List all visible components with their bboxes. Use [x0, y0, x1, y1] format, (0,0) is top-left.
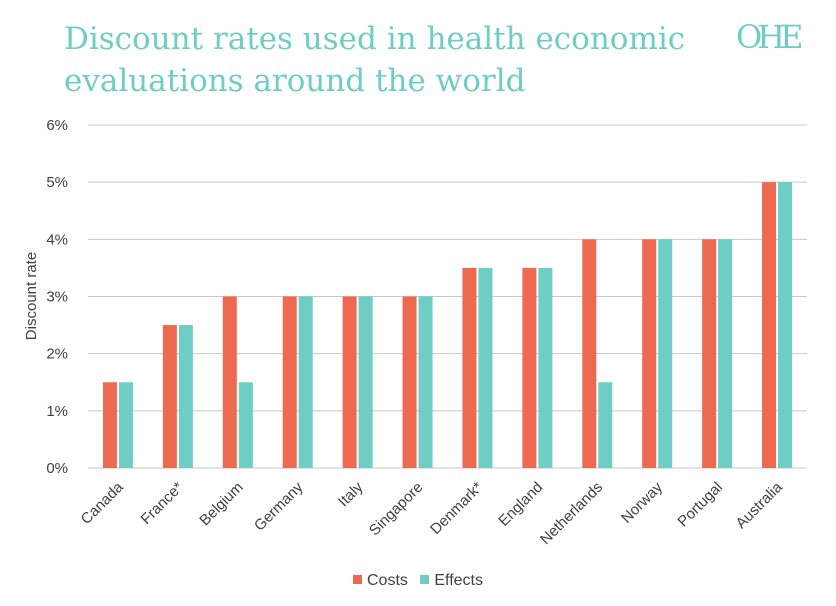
bar-effects-germany [298, 296, 313, 468]
bar-effects-norway [658, 239, 673, 468]
bar-costs-canada [102, 382, 117, 468]
legend-swatch-costs [353, 575, 362, 584]
x-tick-label: Italy [335, 478, 367, 510]
x-tick-label: Netherlands [537, 479, 606, 548]
x-tick-label: Germany [251, 478, 307, 534]
bar-costs-denmark [462, 267, 477, 468]
legend-swatch-effects [420, 575, 430, 584]
bar-costs-france [162, 325, 177, 468]
bar-costs-england [522, 267, 537, 468]
ohe-logo: OHE [736, 18, 803, 56]
x-tick-label: Australia [733, 478, 787, 532]
bar-effects-denmark [478, 267, 493, 468]
bar-effects-belgium [238, 382, 253, 468]
legend: Costs Effects [0, 572, 836, 590]
x-tick-label: Canada [78, 478, 128, 528]
bar-effects-singapore [418, 296, 433, 468]
legend-label-costs: Costs [367, 572, 408, 589]
bar-costs-australia [762, 182, 777, 468]
gridlines [88, 124, 807, 469]
y-axis-ticks: 0% 1% 2% 3% 4% 5% 6% [46, 117, 68, 477]
y-tick-label: 3% [46, 289, 68, 306]
y-tick-label: 4% [46, 231, 68, 248]
bar-effects-portugal [718, 239, 733, 468]
bar-costs-singapore [402, 296, 417, 468]
bar-effects-canada [118, 382, 133, 468]
legend-item-effects: Effects [420, 572, 483, 590]
bar-effects-netherlands [598, 382, 613, 468]
bar-effects-australia [778, 182, 793, 468]
bar-effects-france [178, 325, 193, 468]
x-axis-ticks: Canada France* Belgium Germany Italy Singapor… [78, 478, 787, 548]
x-tick-label: Belgium [196, 479, 246, 529]
legend-label-effects: Effects [434, 572, 483, 589]
x-tick-label: Portugal [674, 479, 726, 531]
bar-effects-england [538, 267, 553, 468]
chart-title: Discount rates used in health economic e… [64, 21, 686, 99]
y-tick-label: 0% [46, 460, 68, 477]
x-tick-label: Norway [618, 478, 666, 526]
x-tick-label: England [495, 479, 546, 530]
legend-item-costs: Costs [353, 572, 408, 590]
bar-costs-netherlands [582, 239, 597, 468]
bar-costs-italy [342, 296, 357, 468]
y-tick-label: 2% [46, 346, 68, 363]
bar-chart: 0% 1% 2% 3% 4% 5% 6% Canada France* Belgium Germa… [23, 117, 807, 548]
y-tick-label: 6% [46, 117, 68, 134]
y-tick-label: 1% [46, 403, 68, 420]
bar-costs-belgium [222, 296, 237, 468]
bars [102, 182, 793, 468]
y-axis-label: Discount rate [23, 252, 40, 340]
y-tick-label: 5% [46, 174, 68, 191]
bar-costs-germany [282, 296, 297, 468]
bar-costs-norway [642, 239, 657, 468]
x-tick-label: France* [138, 479, 187, 528]
bar-costs-portugal [702, 239, 717, 468]
bar-effects-italy [358, 296, 373, 468]
x-tick-label: Denmark* [427, 479, 486, 538]
x-tick-label: Singapore [366, 479, 426, 539]
